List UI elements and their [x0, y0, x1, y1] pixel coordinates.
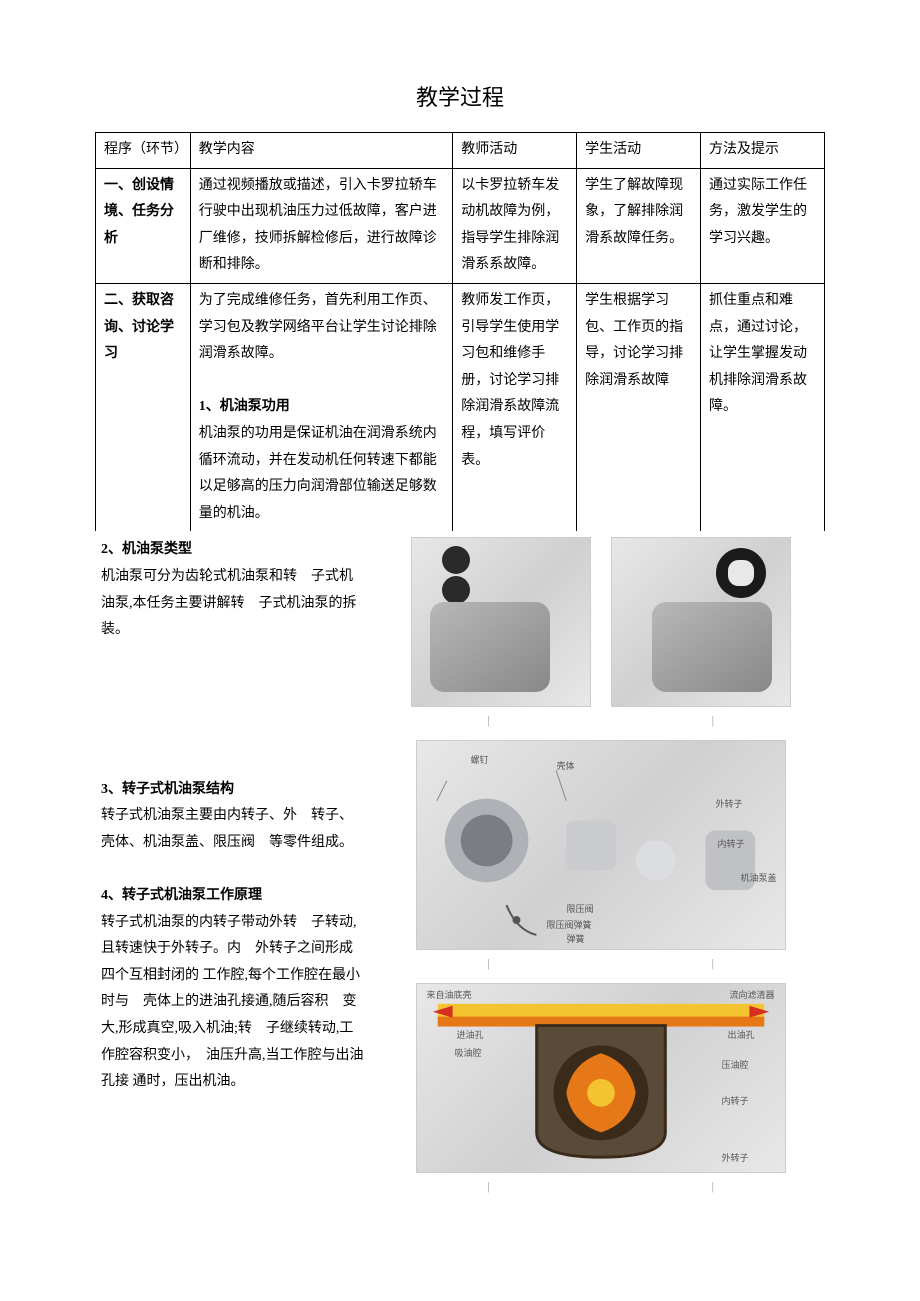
ext-p4: 转子式机油泵的内转子带动外转 子转动,且转速快于外转子。内 外转子之间形成四个互… [101, 910, 364, 1096]
th-procedure: 程序（环节） [96, 133, 191, 169]
extended-content: 2、机油泵类型 机油泵可分为齿轮式机油泵和转 子式机油泵,本任务主要讲解转 子式… [95, 537, 825, 1194]
table-header-row: 程序（环节） 教学内容 教师活动 学生活动 方法及提示 [96, 133, 825, 169]
cell-teacher1: 以卡罗拉轿车发动机故障为例，指导学生排除润滑系系故障。 [453, 168, 577, 283]
cell-teacher2: 教师发工作页，引导学生使用学习包和维修手册，讨论学习排除润滑系故障流程，填写评价… [453, 283, 577, 531]
cell-section2: 二、获取咨询、讨论学习 [96, 283, 191, 531]
lbl-suction: 吸油腔 [455, 1046, 482, 1059]
cell-student2: 学生根据学习包、工作页的指导，讨论学习排除润滑系故障 [577, 283, 701, 531]
cell-method1: 通过实际工作任务，激发学生的学习兴趣。 [701, 168, 825, 283]
th-method: 方法及提示 [701, 133, 825, 169]
cutaway-view-image: 来自油底壳 流向滤清器 进油孔 出油孔 吸油腔 压油腔 内转子 外转子 [416, 983, 786, 1173]
cell-method2: 抓住重点和难点，通过讨论，让学生掌握发动机排除润滑系故障。 [701, 283, 825, 531]
lbl-outlet: 出油孔 [728, 1028, 755, 1041]
ext-h4: 4、转子式机油泵工作原理 [101, 883, 364, 910]
ext-p3: 转子式机油泵主要由内转子、外 转子、壳体、机油泵盖、限压阀 等零件组成。 [101, 803, 364, 856]
page-title: 教学过程 [95, 80, 825, 112]
lbl-screw: 螺钉 [471, 753, 489, 766]
image-divider: || [376, 1179, 825, 1194]
cell-student1: 学生了解故障现象，了解排除润滑系故障任务。 [577, 168, 701, 283]
cutaway-svg [417, 984, 785, 1172]
content2-p1: 机油泵的功用是保证机油在润滑系统内循环流动，并在发动机任何转速下都能以足够高的压… [199, 426, 437, 521]
th-student: 学生活动 [577, 133, 701, 169]
image-divider: || [376, 713, 825, 728]
extended-text: 2、机油泵类型 机油泵可分为齿轮式机油泵和转 子式机油泵,本任务主要讲解转 子式… [101, 537, 376, 1194]
gear-icon [436, 546, 476, 606]
extended-images: || 螺钉 壳体 外转子 内转子 机油泵盖 限压阀 限压阀弹簧 弹簧 || [376, 537, 825, 1194]
ext-p2: 机油泵可分为齿轮式机油泵和转 子式机油泵,本任务主要讲解转 子式机油泵的拆装。 [101, 564, 364, 644]
lesson-table: 程序（环节） 教学内容 教师活动 学生活动 方法及提示 一、创设情境、任务分析 … [95, 132, 825, 531]
table-row: 一、创设情境、任务分析 通过视频播放或描述，引入卡罗拉轿车行驶中出现机油压力过低… [96, 168, 825, 283]
cell-content2: 为了完成维修任务，首先利用工作页、学习包及教学网络平台让学生讨论排除润滑系故障。… [190, 283, 452, 531]
lbl-valve: 限压阀 [567, 902, 594, 915]
ext-h3: 3、转子式机油泵结构 [101, 777, 364, 804]
lbl-inner: 内转子 [722, 1094, 749, 1107]
lbl-outer: 外转子 [722, 1151, 749, 1164]
lbl-spring2: 弹簧 [567, 932, 585, 945]
ext-h2: 2、机油泵类型 [101, 537, 364, 564]
content2-intro: 为了完成维修任务，首先利用工作页、学习包及教学网络平台让学生讨论排除润滑系故障。 [199, 293, 437, 361]
content2-h1: 1、机油泵功用 [199, 399, 290, 414]
lbl-from-sump: 来自油底壳 [427, 988, 472, 1001]
lbl-inner-rotor: 内转子 [718, 837, 745, 850]
exploded-view-image: 螺钉 壳体 外转子 内转子 机油泵盖 限压阀 限压阀弹簧 弹簧 [416, 740, 786, 950]
image-divider: || [376, 956, 825, 971]
lbl-spring: 限压阀弹簧 [547, 918, 592, 931]
th-teacher: 教师活动 [453, 133, 577, 169]
lbl-to-filter: 流向滤清器 [730, 988, 775, 1001]
lbl-shell: 壳体 [557, 759, 575, 772]
lbl-inlet: 进油孔 [457, 1028, 484, 1041]
table-row: 二、获取咨询、讨论学习 为了完成维修任务，首先利用工作页、学习包及教学网络平台让… [96, 283, 825, 531]
rotor-pump-image [611, 537, 791, 707]
cell-section1: 一、创设情境、任务分析 [96, 168, 191, 283]
lbl-outer-rotor: 外转子 [716, 797, 743, 810]
gear-pump-image [411, 537, 591, 707]
lbl-pressure: 压油腔 [722, 1058, 749, 1071]
cell-content1: 通过视频播放或描述，引入卡罗拉轿车行驶中出现机油压力过低故障，客户进厂维修，技师… [190, 168, 452, 283]
pump-type-images [376, 537, 825, 707]
lbl-cover: 机油泵盖 [741, 871, 777, 884]
rotor-icon [716, 548, 766, 598]
th-content: 教学内容 [190, 133, 452, 169]
